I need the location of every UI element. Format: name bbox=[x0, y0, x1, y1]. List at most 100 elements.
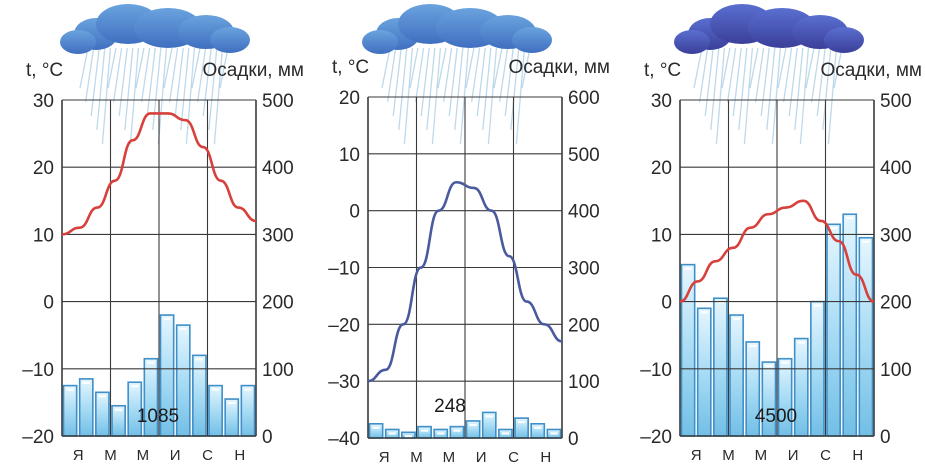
left-tick-label: –20 bbox=[640, 427, 672, 448]
rain-streak bbox=[392, 47, 402, 117]
rain-cloud-icon bbox=[674, 4, 864, 145]
rain-streak bbox=[79, 47, 89, 89]
rain-streak bbox=[185, 47, 196, 145]
month-label: Н bbox=[852, 447, 863, 464]
left-tick-label: 30 bbox=[651, 91, 672, 112]
left-tick-label: –10 bbox=[328, 259, 360, 280]
rain-streak bbox=[101, 47, 112, 145]
rain-streak bbox=[135, 47, 145, 89]
right-tick-label: 100 bbox=[262, 360, 294, 381]
left-tick-label: 10 bbox=[33, 225, 54, 246]
grid bbox=[367, 96, 563, 439]
rain-streak bbox=[704, 47, 714, 117]
right-tick-label: 500 bbox=[262, 91, 294, 112]
annual-precipitation-total: 1085 bbox=[137, 406, 179, 427]
rain-streak bbox=[157, 47, 168, 145]
annual-precipitation-total: 4500 bbox=[755, 406, 797, 427]
left-tick-label: –20 bbox=[328, 315, 360, 336]
rain-streak bbox=[715, 47, 726, 145]
right-tick-label: 0 bbox=[568, 429, 579, 450]
rain-streak bbox=[386, 47, 397, 103]
right-tick-label: 600 bbox=[568, 88, 600, 109]
precipitation-bar bbox=[224, 398, 240, 437]
right-tick-label: 300 bbox=[262, 225, 294, 246]
rain-streak bbox=[822, 47, 832, 131]
rain-streak bbox=[107, 47, 117, 89]
rain-streak bbox=[805, 47, 815, 89]
rain-streak bbox=[693, 47, 703, 89]
month-label: Н bbox=[540, 449, 551, 466]
rain-cloud-icon bbox=[60, 4, 250, 145]
left-tick-label: –30 bbox=[328, 372, 360, 393]
rain-streak bbox=[398, 47, 408, 131]
month-label: И bbox=[170, 447, 181, 464]
rain-streak bbox=[129, 47, 140, 145]
month-label: Я bbox=[73, 447, 84, 464]
rain-cloud-icon bbox=[362, 4, 552, 145]
precipitation-bar bbox=[449, 425, 465, 439]
month-label: И bbox=[788, 447, 799, 464]
rain-streak bbox=[403, 47, 414, 145]
rain-streak bbox=[498, 47, 509, 103]
rain-streak bbox=[754, 47, 765, 103]
precipitation-bar bbox=[696, 307, 712, 437]
rain-streak bbox=[202, 47, 212, 117]
left-tick-label: 0 bbox=[349, 202, 360, 223]
month-label: Я bbox=[379, 449, 390, 466]
right-tick-label: 300 bbox=[880, 225, 912, 246]
temperature-axis-label: t, °C bbox=[332, 57, 369, 78]
right-tick-label: 0 bbox=[262, 427, 273, 448]
rain-streak bbox=[816, 47, 826, 117]
temperature-line bbox=[367, 180, 563, 383]
month-label: М bbox=[104, 447, 117, 464]
rain-streak bbox=[710, 47, 720, 131]
rain-streak bbox=[90, 47, 100, 117]
precipitation-bar bbox=[530, 422, 546, 439]
rain-streak bbox=[749, 47, 759, 89]
cloud-part bbox=[824, 27, 864, 53]
rain-streak bbox=[442, 47, 453, 103]
rain-streak bbox=[465, 47, 475, 89]
right-tick-label: 400 bbox=[880, 158, 912, 179]
rain-streak bbox=[721, 47, 731, 89]
left-tick-label: 20 bbox=[651, 158, 672, 179]
right-tick-label: 200 bbox=[568, 315, 600, 336]
rain-streak bbox=[409, 47, 419, 89]
cloud-part bbox=[362, 30, 398, 54]
rain-streak bbox=[760, 47, 770, 117]
rain-streak bbox=[777, 47, 787, 89]
precipitation-bar bbox=[192, 354, 207, 437]
rain-streak bbox=[771, 47, 782, 145]
rain-streak bbox=[140, 47, 151, 103]
right-tick-label: 100 bbox=[568, 372, 600, 393]
rain-streak bbox=[163, 47, 173, 89]
rain-streak bbox=[208, 47, 218, 131]
temperature-axis-label: t, °C bbox=[644, 60, 681, 81]
left-tick-label: 10 bbox=[651, 225, 672, 246]
rain-streak bbox=[431, 47, 442, 145]
month-label: М bbox=[722, 447, 735, 464]
left-tick-label: –10 bbox=[22, 360, 54, 381]
month-label: М bbox=[755, 447, 768, 464]
rain-streak bbox=[96, 47, 106, 131]
rain-streak bbox=[196, 47, 207, 103]
rain-streak bbox=[420, 47, 430, 117]
month-label: С bbox=[508, 449, 519, 466]
rain-streak bbox=[152, 47, 162, 131]
precipitation-bar bbox=[78, 378, 94, 437]
rain-streak bbox=[487, 47, 498, 145]
rain-streak bbox=[833, 47, 843, 89]
precipitation-axis-label: Осадки, мм bbox=[202, 60, 304, 81]
right-tick-label: 400 bbox=[262, 158, 294, 179]
rain-streak bbox=[788, 47, 798, 117]
rain-streak bbox=[743, 47, 754, 145]
rain-streak bbox=[381, 47, 391, 89]
annual-precipitation-total: 248 bbox=[434, 396, 466, 417]
right-tick-label: 0 bbox=[880, 427, 891, 448]
temperature-axis-label: t, °C bbox=[26, 60, 63, 81]
